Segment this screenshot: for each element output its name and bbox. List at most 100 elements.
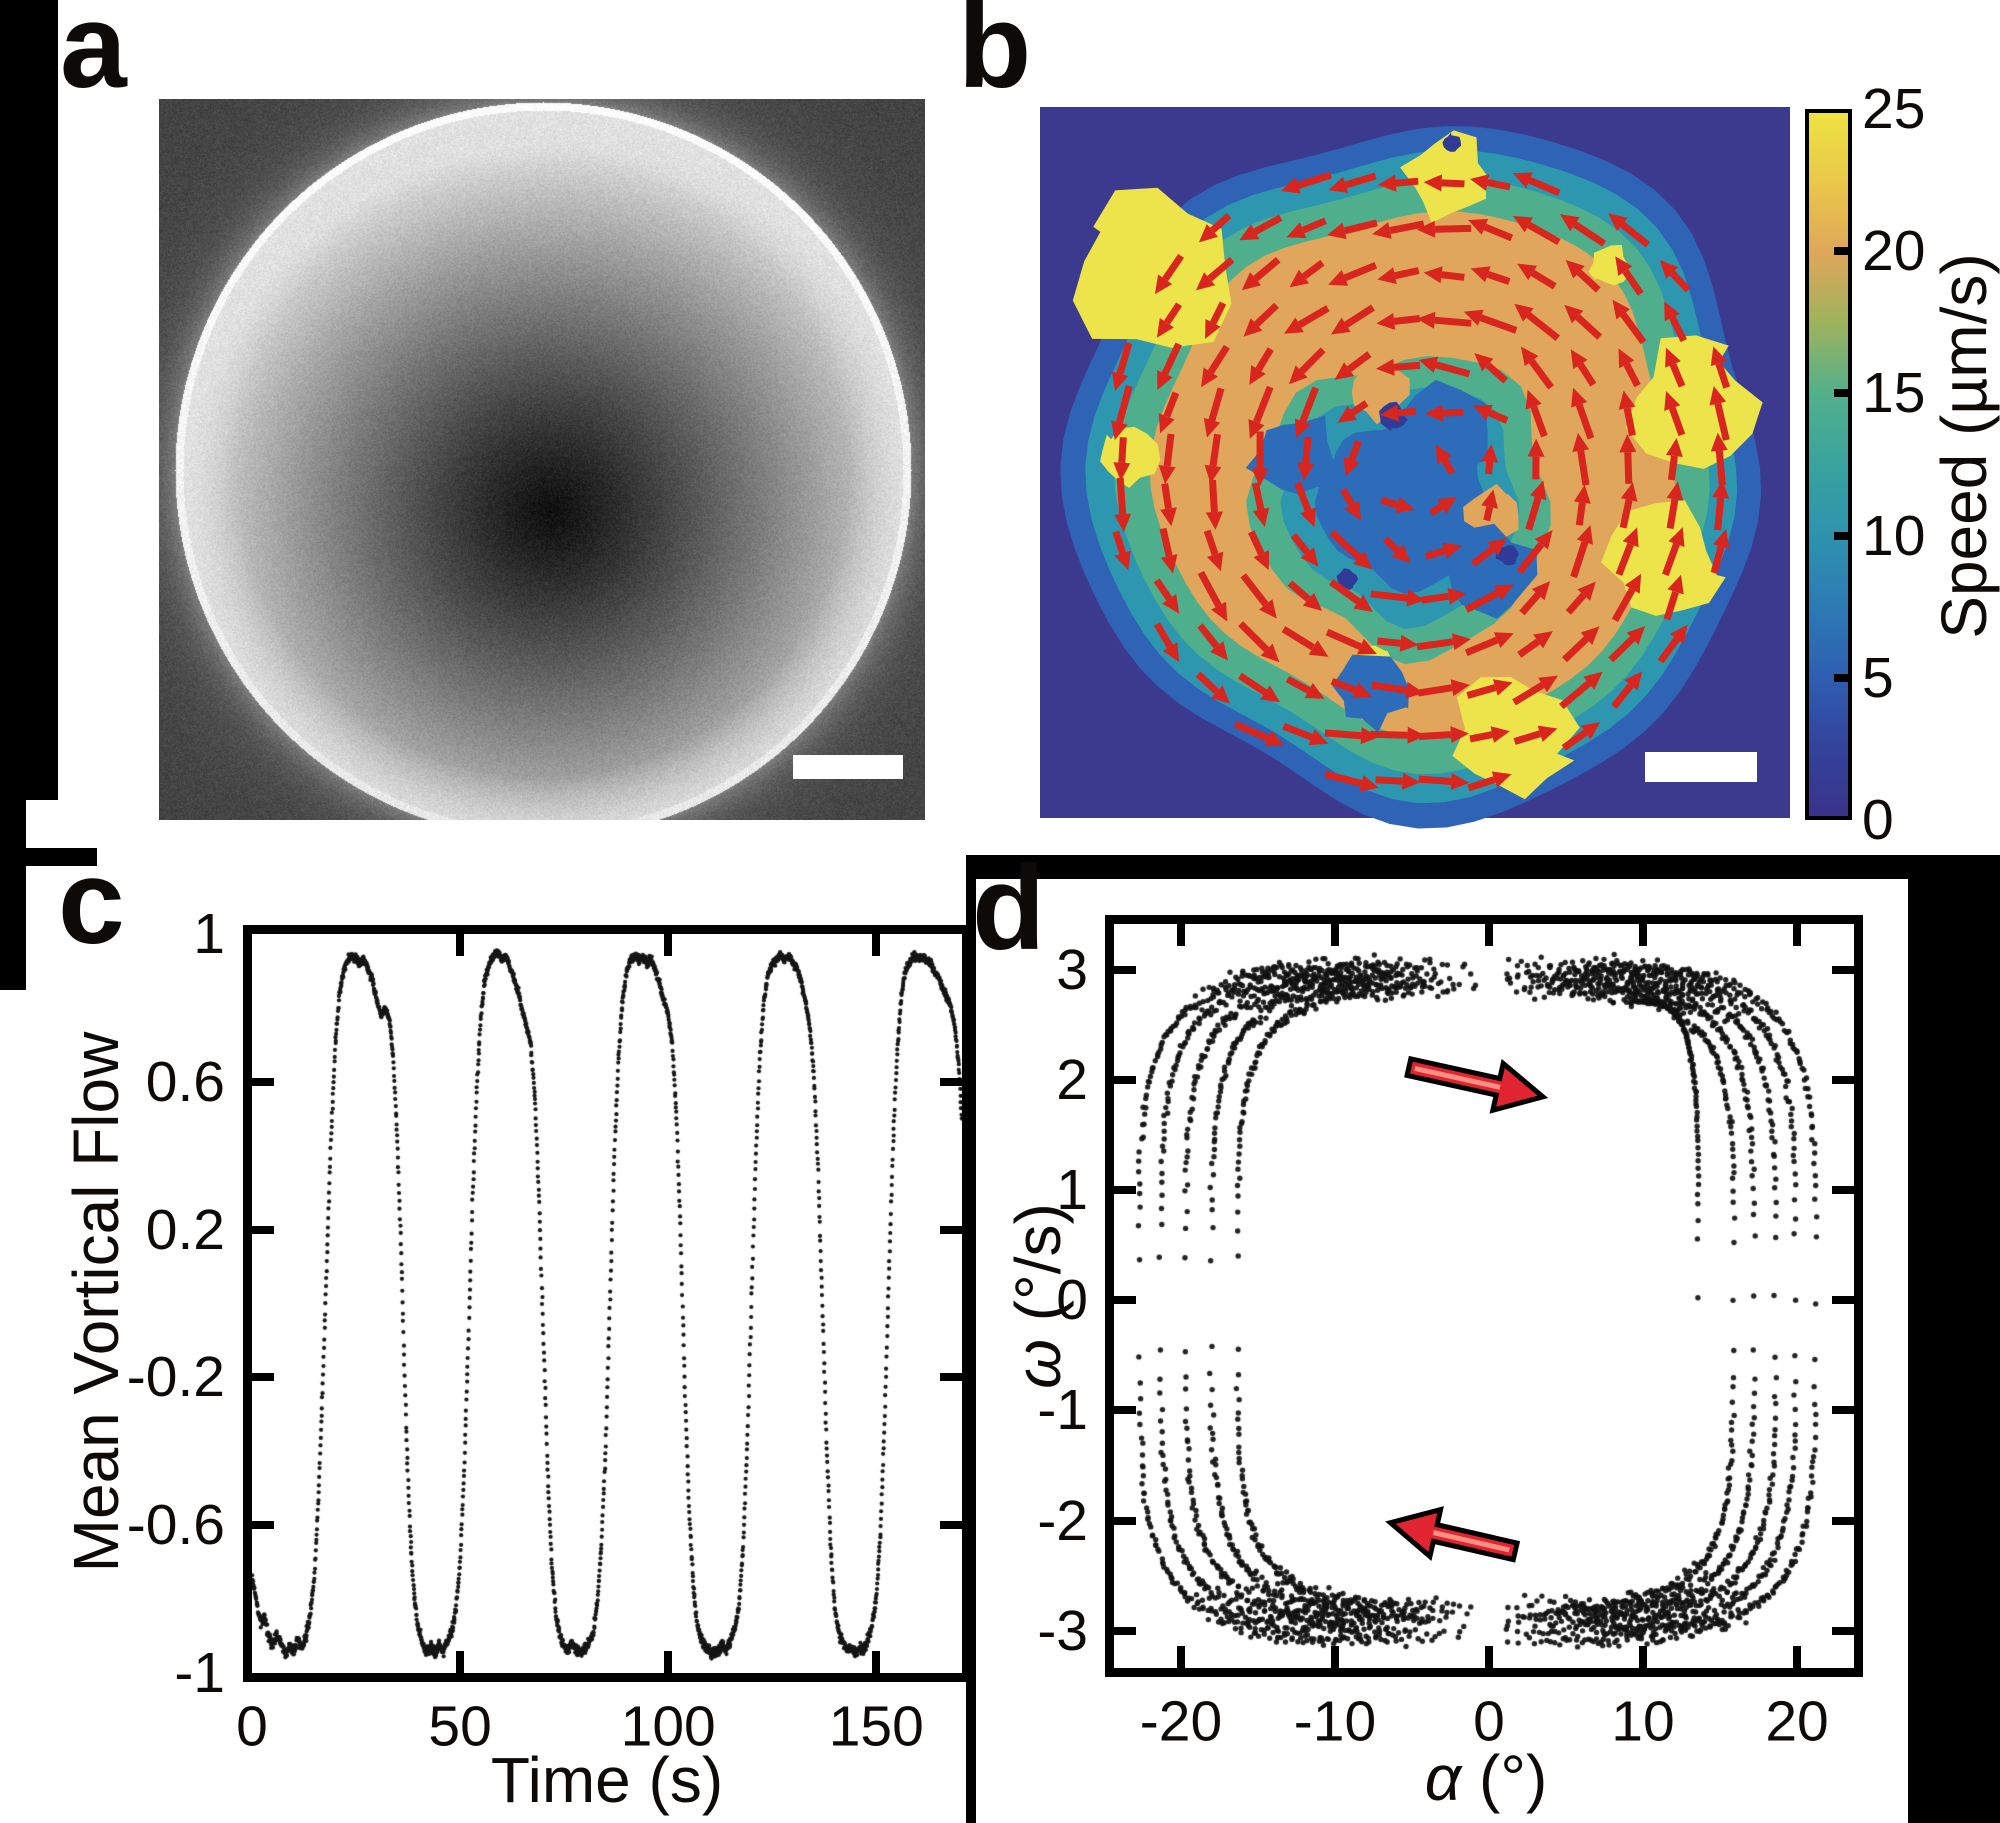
velocity-arrow-shaft: [1575, 403, 1595, 440]
velocity-arrow-head: [1114, 550, 1131, 571]
velocity-arrow-head: [1286, 222, 1307, 239]
velocity-arrow-head: [1281, 177, 1301, 194]
colorbar-tick: [1834, 531, 1848, 540]
velocity-arrow-head: [1618, 348, 1635, 369]
panel-a-scale-bar: [793, 755, 903, 779]
velocity-arrow-head: [1571, 387, 1588, 408]
speed-patch-navy: [1495, 545, 1519, 566]
velocity-arrow-shaft: [1620, 221, 1651, 248]
velocity-arrow-shaft: [1425, 547, 1446, 560]
x-tick-bottom: [1330, 1646, 1339, 1668]
velocity-arrow-shaft: [1615, 542, 1634, 576]
panel-b-label: b: [958, 0, 1032, 113]
velocity-arrow-shaft: [1434, 224, 1472, 233]
velocity-arrow-shaft: [1611, 587, 1636, 623]
velocity-arrow-shaft: [1382, 536, 1401, 554]
velocity-arrow-head: [1416, 220, 1436, 238]
velocity-arrow-head: [1564, 304, 1584, 324]
velocity-arrow-head: [1204, 464, 1222, 484]
velocity-arrow-head: [1205, 319, 1221, 339]
velocity-arrow-shaft: [1253, 257, 1281, 282]
velocity-arrow-shaft: [1350, 400, 1369, 416]
velocity-arrow-shaft: [1253, 214, 1283, 235]
velocity-arrow-shaft: [1715, 450, 1726, 486]
velocity-arrow-head: [1583, 671, 1603, 690]
velocity-arrow-shaft: [1116, 385, 1133, 424]
velocity-arrow-head: [1300, 507, 1316, 528]
velocity-arrow-shaft: [1479, 314, 1518, 334]
velocity-arrow-head: [1667, 574, 1684, 595]
x-tick-bottom: [1485, 1646, 1493, 1668]
y-tick-label: -1: [174, 1641, 225, 1705]
velocity-arrow-shaft: [1299, 347, 1326, 374]
velocity-arrow-head: [1248, 419, 1265, 439]
y-tick-label: -1: [1037, 1378, 1088, 1443]
velocity-arrow-head: [1450, 773, 1470, 790]
colorbar-tick: [1834, 247, 1848, 256]
velocity-arrow-shaft: [1525, 496, 1542, 531]
velocity-arrow-head: [1360, 727, 1380, 745]
velocity-arrow-shaft: [1210, 212, 1232, 234]
velocity-arrow-head: [1570, 349, 1588, 370]
velocity-arrow-head: [1160, 554, 1178, 574]
velocity-arrow-head: [1618, 390, 1636, 410]
velocity-arrow-head: [1619, 434, 1637, 453]
velocity-arrow-head: [1260, 643, 1280, 663]
velocity-arrow-shaft: [1483, 506, 1494, 522]
panel-a-label: a: [60, 0, 127, 113]
colorbar-gradient: [1809, 113, 1848, 816]
panel-c-x-axis-title: Time (s): [490, 1744, 724, 1816]
y-tick-right: [1832, 1516, 1854, 1525]
velocity-arrow-head: [1666, 438, 1683, 457]
velocity-arrow-shaft: [1663, 590, 1679, 621]
x-tick-bottom: [872, 1651, 881, 1673]
x-tick-label: 150: [828, 1694, 924, 1759]
colorbar-title: Speed (µm/s): [1928, 253, 2000, 639]
velocity-arrow-head: [1156, 318, 1174, 338]
y-tick-right: [1832, 1406, 1854, 1415]
velocity-arrow-head: [1304, 683, 1325, 699]
x-tick-top: [1639, 924, 1647, 946]
velocity-arrow-head: [1626, 626, 1646, 645]
velocity-arrow-shaft: [1528, 359, 1554, 390]
velocity-arrow-head: [1447, 587, 1467, 605]
speed-patch-blue: [1245, 415, 1339, 495]
y-tick-left: [1114, 1186, 1136, 1195]
velocity-arrow-head: [1525, 389, 1542, 410]
velocity-arrow-head: [1612, 299, 1630, 320]
velocity-arrow-head: [1576, 525, 1593, 545]
velocity-arrow-head: [1203, 417, 1221, 438]
velocity-arrow-shaft: [1344, 304, 1375, 328]
velocity-arrow-head: [1402, 772, 1421, 790]
velocity-arrow-head: [1472, 404, 1493, 421]
velocity-arrow-shaft: [1513, 730, 1542, 745]
velocity-arrow-head: [1353, 551, 1373, 570]
velocity-arrow-head: [1157, 370, 1173, 390]
velocity-arrow-shaft: [1470, 546, 1495, 567]
velocity-arrow-shaft: [1517, 638, 1541, 658]
velocity-arrow-shaft: [1441, 271, 1465, 281]
velocity-arrow-shaft: [1161, 342, 1182, 376]
velocity-arrow-head: [1559, 214, 1580, 232]
velocity-arrow-shaft: [1253, 385, 1274, 424]
velocity-arrow-shaft: [1339, 487, 1356, 507]
velocity-arrow-head: [1377, 174, 1397, 192]
velocity-arrow-head: [1512, 172, 1533, 189]
velocity-arrow-shaft: [1623, 407, 1636, 437]
velocity-arrow-head: [1527, 438, 1545, 457]
velocity-arrow-head: [1211, 685, 1230, 704]
velocity-arrow-shaft: [1197, 570, 1222, 608]
velocity-arrow-shaft: [1161, 483, 1172, 510]
divider-horizontal: [966, 855, 2000, 879]
velocity-arrow-shaft: [1487, 409, 1509, 424]
velocity-arrow-head: [1260, 685, 1281, 703]
y-tick-right: [1832, 1076, 1854, 1085]
x-tick-bottom: [664, 1651, 673, 1673]
velocity-arrow-head: [1327, 222, 1347, 240]
velocity-arrow-head: [1302, 592, 1323, 611]
y-tick-right: [1832, 1296, 1854, 1305]
velocity-arrow-shaft: [1330, 677, 1357, 694]
velocity-arrow-head: [1664, 301, 1680, 322]
panel-d-y-axis-title: ω (°/s): [1002, 1203, 1074, 1389]
velocity-arrow-head: [1531, 581, 1551, 601]
